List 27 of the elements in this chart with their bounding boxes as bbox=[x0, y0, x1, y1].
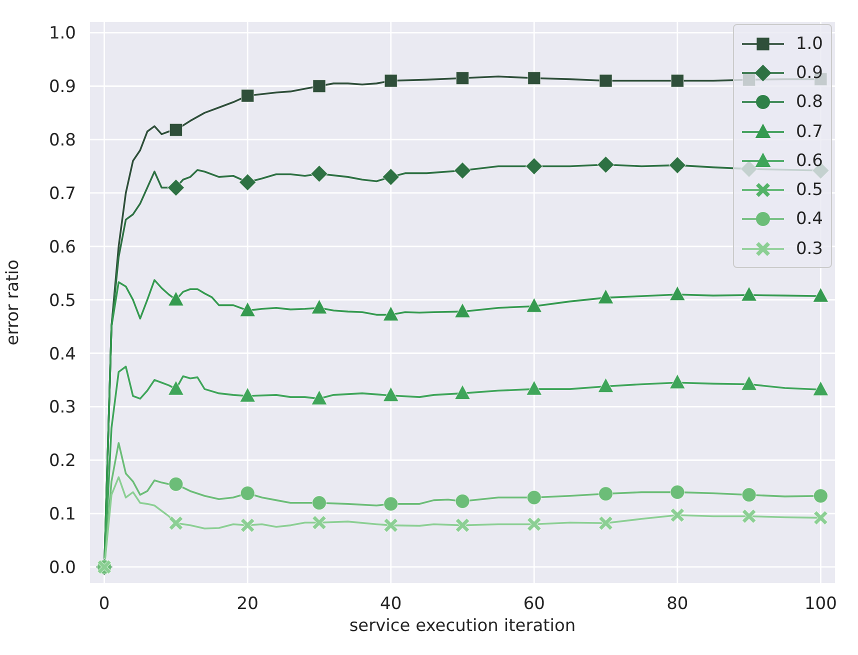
y-tick-label: 0.8 bbox=[48, 130, 76, 151]
y-tick-label: 0.0 bbox=[48, 558, 76, 578]
legend-label: 0.5 bbox=[796, 180, 823, 200]
x-tick-label: 80 bbox=[666, 594, 688, 614]
x-tick-label: 60 bbox=[523, 594, 545, 614]
legend-label: 1.0 bbox=[796, 34, 823, 54]
x-tick-label: 20 bbox=[236, 594, 258, 614]
legend-label: 0.6 bbox=[796, 150, 823, 171]
x-tick-label: 100 bbox=[804, 594, 837, 614]
y-tick-label: 0.4 bbox=[48, 344, 76, 364]
x-tick-label: 0 bbox=[98, 594, 110, 614]
y-tick-label: 0.1 bbox=[48, 504, 76, 525]
y-tick-label: 0.2 bbox=[48, 451, 76, 472]
legend-label: 0.4 bbox=[796, 209, 823, 230]
x-tick-label: 40 bbox=[380, 594, 402, 614]
legend-label: 0.7 bbox=[796, 122, 823, 142]
y-tick-label: 0.7 bbox=[48, 184, 76, 204]
x-axis-title: service execution iteration bbox=[349, 616, 576, 636]
legend-label: 0.8 bbox=[796, 92, 823, 112]
y-tick-label: 0.3 bbox=[48, 398, 76, 418]
y-tick-label: 0.9 bbox=[48, 77, 76, 98]
y-tick-label: 0.6 bbox=[48, 237, 76, 258]
y-tick-label: 0.5 bbox=[48, 290, 76, 311]
legend-label: 0.3 bbox=[796, 238, 823, 259]
y-tick-label: 1.0 bbox=[48, 24, 76, 44]
y-axis-title: error ratio bbox=[3, 260, 24, 346]
legend-label: 0.9 bbox=[796, 62, 823, 83]
